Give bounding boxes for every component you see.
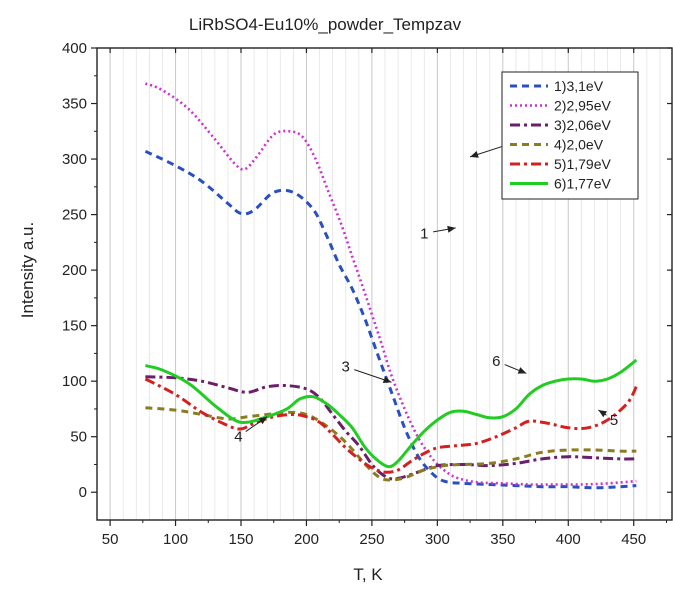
x-axis-ticks: 50 100 150 200 250 300 350 400 450 bbox=[102, 48, 667, 548]
plot-frame bbox=[96, 47, 673, 521]
y-tick-label: 100 bbox=[62, 373, 87, 390]
series-line-5 bbox=[144, 377, 638, 474]
annotation-arrowhead-5 bbox=[598, 410, 608, 418]
y-tick-label: 400 bbox=[62, 40, 87, 57]
y-tick-label: 200 bbox=[62, 262, 87, 279]
x-tick-label: 350 bbox=[490, 531, 515, 548]
y-tick-label: 150 bbox=[62, 318, 87, 335]
annotation-label-1: 1 bbox=[420, 225, 428, 242]
x-tick-label: 450 bbox=[621, 531, 646, 548]
legend-label-2: 2)2,95eV bbox=[554, 98, 611, 114]
series-line-4 bbox=[145, 406, 637, 482]
y-tick-label: 300 bbox=[62, 151, 87, 168]
annotation-arrowhead-6 bbox=[517, 367, 527, 374]
y-axis-title: Intensity a.u. bbox=[18, 222, 37, 318]
x-tick-label: 400 bbox=[556, 531, 581, 548]
x-tick-label: 200 bbox=[294, 531, 319, 548]
x-tick-label: 150 bbox=[228, 531, 253, 548]
x-tick-label: 100 bbox=[163, 531, 188, 548]
annotation-label-4: 4 bbox=[234, 429, 242, 446]
series-line-3 bbox=[145, 375, 637, 481]
y-tick-label: 0 bbox=[79, 484, 87, 501]
y-axis-ticks: 0 50 100 150 200 250 300 350 400 bbox=[62, 40, 672, 501]
legend-label-6: 6)1,77eV bbox=[554, 176, 611, 192]
legend-label-1: 1)3,1eV bbox=[554, 78, 604, 94]
series-line-1 bbox=[144, 149, 637, 490]
grid-lines bbox=[109, 48, 661, 520]
y-tick-label: 50 bbox=[70, 429, 87, 446]
annotation-label-5: 5 bbox=[610, 412, 618, 429]
annotation-arrowhead-2 bbox=[470, 151, 479, 158]
y-tick-label: 350 bbox=[62, 96, 87, 113]
legend-label-5: 5)1,79eV bbox=[554, 156, 611, 172]
legend-box bbox=[501, 71, 639, 200]
annotation-label-3: 3 bbox=[342, 359, 350, 376]
legend-label-3: 3)2,06eV bbox=[554, 117, 611, 133]
annotation-arrowhead-3 bbox=[382, 376, 392, 384]
annotation-arrowhead-4 bbox=[258, 416, 268, 425]
x-tick-label: 50 bbox=[102, 531, 119, 548]
y-tick-label: 250 bbox=[62, 207, 87, 224]
chart-title: LiRbSO4-Eu10%_powder_Tempzav bbox=[189, 15, 462, 34]
x-axis-title: T, K bbox=[353, 565, 383, 584]
legend: 1)3,1eV 2)2,95eV 3)2,06eV 4)2,0eV 5)1,79eV 6)… bbox=[501, 71, 639, 200]
annotation-arrowhead-1 bbox=[447, 225, 456, 233]
legend-label-4: 4)2,0eV bbox=[554, 137, 604, 153]
x-tick-label: 250 bbox=[359, 531, 384, 548]
annotation-label-6: 6 bbox=[492, 353, 500, 370]
x-tick-label: 300 bbox=[425, 531, 450, 548]
